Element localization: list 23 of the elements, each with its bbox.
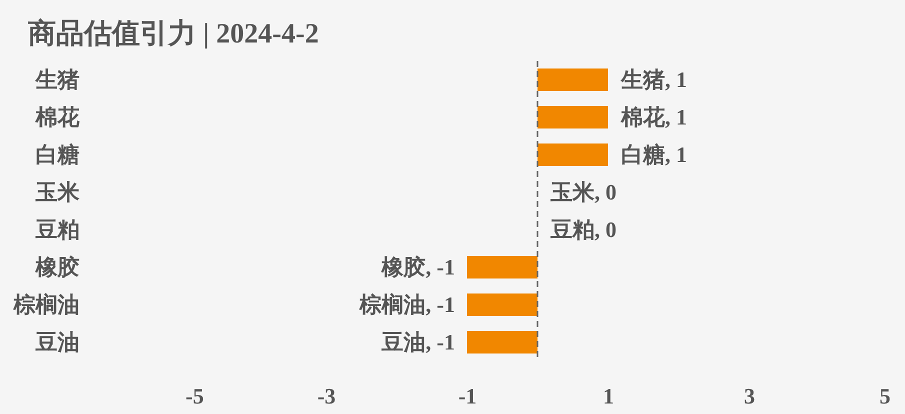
y-tick-label: 生猪 bbox=[34, 66, 80, 92]
y-tick-label: 白糖 bbox=[36, 142, 80, 167]
x-tick-label: -1 bbox=[458, 384, 477, 408]
data-label: 生猪, 1 bbox=[620, 66, 687, 92]
x-tick-label: 1 bbox=[603, 384, 614, 408]
x-tick-label: 5 bbox=[880, 384, 890, 408]
data-label: 棕榈油, -1 bbox=[358, 292, 455, 317]
y-tick-label: 棉花 bbox=[34, 104, 80, 130]
chart-title: 商品估值引力 | 2024-4-2 bbox=[27, 17, 319, 50]
data-label: 豆粕, 0 bbox=[550, 216, 616, 242]
x-tick-label: 3 bbox=[744, 384, 755, 408]
data-label: 棉花, 1 bbox=[620, 104, 687, 130]
y-tick-label: 棕榈油 bbox=[12, 292, 80, 317]
x-tick-label: -5 bbox=[186, 384, 204, 408]
x-tick-label: -3 bbox=[317, 384, 336, 408]
y-tick-label: 豆油 bbox=[34, 329, 80, 354]
data-label: 白糖, 1 bbox=[621, 142, 687, 167]
data-label: 豆油, -1 bbox=[380, 329, 455, 354]
y-tick-label: 豆粕 bbox=[34, 216, 80, 242]
data-label: 橡胶, -1 bbox=[380, 254, 455, 280]
y-tick-label: 橡胶 bbox=[34, 254, 80, 280]
y-tick-label: 玉米 bbox=[34, 179, 80, 204]
data-label: 玉米, 0 bbox=[550, 179, 616, 204]
